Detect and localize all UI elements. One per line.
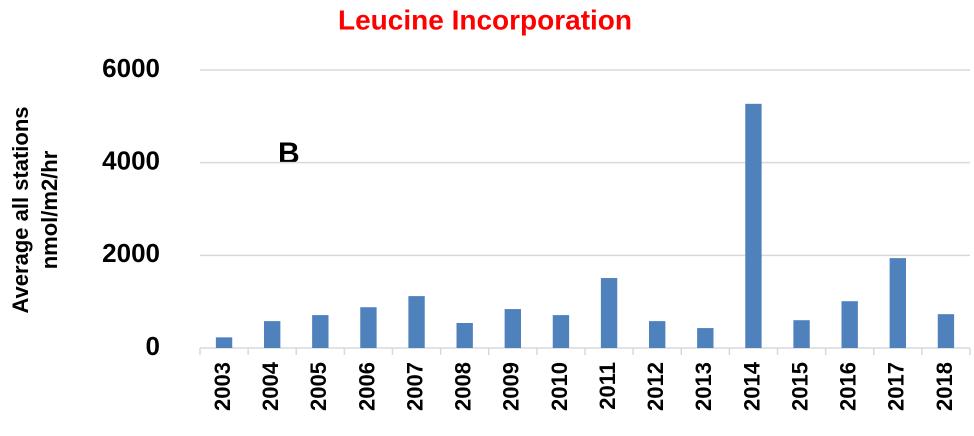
annotation: B xyxy=(278,137,300,170)
y-tick-label: 0 xyxy=(146,331,160,361)
bar xyxy=(456,322,473,348)
x-tick-label: 2004 xyxy=(258,361,283,411)
bar xyxy=(937,314,955,348)
y-tick-label: 6000 xyxy=(102,53,160,83)
chart-title: Leucine Incorporation xyxy=(338,4,632,35)
x-tick-label: 2012 xyxy=(643,362,668,411)
x-tick-label: 2018 xyxy=(932,362,957,411)
x-tick-label: 2016 xyxy=(836,362,861,411)
bar xyxy=(889,258,906,348)
bar xyxy=(264,321,281,348)
bar xyxy=(649,321,666,348)
x-tick-label: 2017 xyxy=(884,362,909,411)
bar xyxy=(793,320,810,348)
x-tick-label: 2010 xyxy=(547,362,572,411)
y-axis-label: nmol/m2/hr xyxy=(37,150,62,269)
x-tick-label: 2009 xyxy=(499,362,524,411)
y-tick-label: 4000 xyxy=(102,146,160,176)
x-tick-label: 2011 xyxy=(595,362,620,410)
x-tick-label: 2007 xyxy=(402,362,427,411)
bar xyxy=(552,315,570,348)
x-tick-label: 2013 xyxy=(691,362,716,411)
x-tick-label: 2005 xyxy=(306,362,331,411)
x-tick-label: 2014 xyxy=(739,361,764,411)
x-tick-label: 2003 xyxy=(210,362,235,411)
bar xyxy=(841,301,858,348)
x-tick-label: 2006 xyxy=(354,362,379,411)
bar xyxy=(360,307,377,348)
x-tick-label: 2008 xyxy=(451,362,476,411)
bar xyxy=(312,315,329,348)
x-tick-label: 2015 xyxy=(787,362,812,411)
y-tick-label: 2000 xyxy=(102,238,160,268)
bar xyxy=(504,309,521,348)
bar xyxy=(408,296,425,348)
bar xyxy=(600,278,618,348)
bar xyxy=(215,337,233,348)
y-axis-label: Average all stations xyxy=(8,106,33,313)
bar xyxy=(697,328,714,348)
bar xyxy=(745,103,762,348)
